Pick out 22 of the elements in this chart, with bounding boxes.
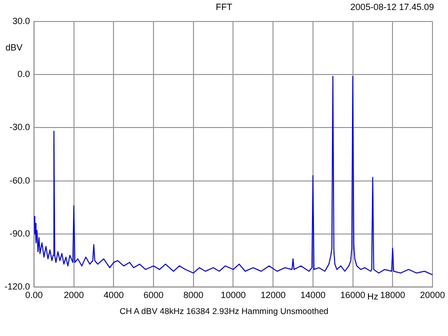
x-tick-label: 20000: [420, 290, 445, 300]
y-axis-title: dBV: [5, 42, 23, 52]
x-tick-label: 8000: [183, 290, 204, 300]
x-tick-label: 4000: [104, 290, 124, 300]
x-tick-label: 10000: [220, 290, 246, 300]
x-tick-label: 12000: [260, 290, 286, 300]
y-tick-label: -90.0: [9, 228, 30, 239]
y-tick-label: -30.0: [9, 122, 30, 132]
x-tick-label: 18000: [380, 290, 406, 300]
text: CH A dBV 48kHz 16384 2.93Hz Hamming Unsmoothed: [118, 306, 330, 316]
x-axis-title: Hz: [367, 292, 379, 302]
chart-title: FFT: [216, 2, 232, 12]
x-tick-label: 16000: [340, 290, 366, 300]
x-tick-label: 14000: [300, 290, 326, 300]
text: 2005-08-12 17.45.09: [350, 2, 434, 12]
x-tick-label: 0.00: [25, 290, 43, 300]
y-tick-label: -60.0: [9, 175, 30, 186]
x-tick-label: 6000: [144, 290, 164, 300]
y-tick-label: -120.0: [4, 282, 30, 292]
y-tick-label: 30.0: [12, 16, 30, 26]
y-tick-label: 0.0: [17, 69, 30, 80]
x-tick-label: 2000: [64, 290, 84, 300]
